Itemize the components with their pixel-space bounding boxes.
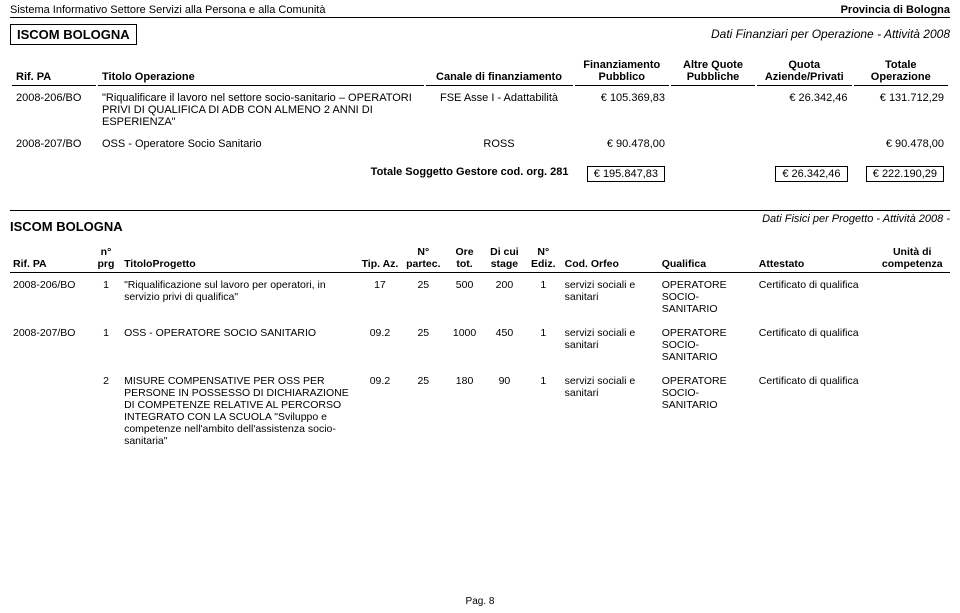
c2-npartec: N° partec. [402, 244, 446, 273]
cell-qualifica: OPERATORE SOCIO-SANITARIO [659, 273, 756, 322]
section2-title: Dati Fisici per Progetto - Attività 2008… [762, 213, 950, 234]
financial-table: Rif. PA Titolo Operazione Canale di fina… [10, 55, 950, 188]
cell-titolo: "Riqualificazione sul lavoro per operato… [121, 273, 358, 322]
cell-finpub: € 105.369,83 [575, 88, 670, 132]
cell-nprg: 1 [91, 273, 121, 322]
cell-altre [671, 88, 755, 132]
cell-cod: servizi sociali e sanitari [562, 273, 659, 322]
col-titolo: Titolo Operazione [98, 57, 424, 86]
cell-tipaz: 09.2 [358, 369, 401, 453]
cell-canale: ROSS [426, 134, 573, 154]
c2-dicui: Di cui stage [484, 244, 525, 273]
c2-oretot: Ore tot. [445, 244, 484, 273]
c2-rif: Rif. PA [10, 244, 91, 273]
cell-qualifica: OPERATORE SOCIO-SANITARIO [659, 369, 756, 453]
cell-oretot: 500 [445, 273, 484, 322]
c2-nediz: N° Ediz. [525, 244, 562, 273]
projects-table: Rif. PA n° prg TitoloProgetto Tip. Az. N… [10, 244, 950, 453]
cell-dicui: 200 [484, 273, 525, 322]
cell-oretot: 180 [445, 369, 484, 453]
cell-totale: € 131.712,29 [854, 88, 949, 132]
totals-finpub: € 195.847,83 [587, 166, 665, 182]
cell-titolo: MISURE COMPENSATIVE PER OSS PER PERSONE … [121, 369, 358, 453]
org-name-2: ISCOM BOLOGNA [10, 219, 123, 234]
cell-dicui: 450 [484, 321, 525, 369]
org-name: ISCOM BOLOGNA [10, 24, 137, 45]
table-row: 2008-207/BOOSS - Operatore Socio Sanitar… [12, 134, 948, 154]
col-rif: Rif. PA [12, 57, 96, 86]
cell-rif: 2008-206/BO [12, 88, 96, 132]
cell-nprg: 1 [91, 321, 121, 369]
cell-unita [874, 369, 950, 453]
cell-finpub: € 90.478,00 [575, 134, 670, 154]
table-row: 2008-206/BO"Riqualificare il lavoro nel … [12, 88, 948, 132]
cell-nediz: 1 [525, 273, 562, 322]
cell-totale: € 90.478,00 [854, 134, 949, 154]
header-left: Sistema Informativo Settore Servizi alla… [10, 4, 325, 16]
section1-title: Dati Finanziari per Operazione - Attivit… [10, 27, 950, 41]
cell-nprg: 2 [91, 369, 121, 453]
cell-quota [757, 134, 852, 154]
cell-unita [874, 273, 950, 322]
cell-attestato: Certificato di qualifica [756, 273, 875, 322]
totals-totale: € 222.190,29 [866, 166, 944, 182]
table-row: 2008-207/BO1OSS - OPERATORE SOCIO SANITA… [10, 321, 950, 369]
cell-altre [671, 134, 755, 154]
cell-npartec: 25 [402, 321, 446, 369]
cell-rif: 2008-207/BO [10, 321, 91, 369]
col-finpub: Finanziamento Pubblico [575, 57, 670, 86]
c2-attestato: Attestato [756, 244, 875, 273]
c2-qualifica: Qualifica [659, 244, 756, 273]
c2-titolo: TitoloProgetto [121, 244, 358, 273]
c2-cod: Cod. Orfeo [562, 244, 659, 273]
col-canale: Canale di finanziamento [426, 57, 573, 86]
cell-quota: € 26.342,46 [757, 88, 852, 132]
cell-rif: 2008-207/BO [12, 134, 96, 154]
table-row: 2MISURE COMPENSATIVE PER OSS PER PERSONE… [10, 369, 950, 453]
cell-nediz: 1 [525, 369, 562, 453]
cell-npartec: 25 [402, 273, 446, 322]
cell-attestato: Certificato di qualifica [756, 321, 875, 369]
cell-qualifica: OPERATORE SOCIO-SANITARIO [659, 321, 756, 369]
cell-unita [874, 321, 950, 369]
cell-npartec: 25 [402, 369, 446, 453]
cell-rif [10, 369, 91, 453]
c2-unita: Unità di competenza [874, 244, 950, 273]
page-footer: Pag. 8 [0, 596, 960, 607]
cell-titolo: "Riqualificare il lavoro nel settore soc… [98, 88, 424, 132]
cell-nediz: 1 [525, 321, 562, 369]
c2-tipaz: Tip. Az. [358, 244, 401, 273]
col-altre: Altre Quote Pubbliche [671, 57, 755, 86]
col-quota: Quota Aziende/Privati [757, 57, 852, 86]
cell-canale: FSE Asse I - Adattabilità [426, 88, 573, 132]
cell-titolo: OSS - OPERATORE SOCIO SANITARIO [121, 321, 358, 369]
col-totale: Totale Operazione [854, 57, 949, 86]
cell-tipaz: 09.2 [358, 321, 401, 369]
cell-cod: servizi sociali e sanitari [562, 369, 659, 453]
c2-nprg: n° prg [91, 244, 121, 273]
cell-rif: 2008-206/BO [10, 273, 91, 322]
totals-quota: € 26.342,46 [775, 166, 847, 182]
header-right: Provincia di Bologna [841, 4, 950, 16]
cell-titolo: OSS - Operatore Socio Sanitario [98, 134, 424, 154]
cell-dicui: 90 [484, 369, 525, 453]
totals-label: Totale Soggetto Gestore cod. org. 281 [12, 156, 573, 186]
cell-attestato: Certificato di qualifica [756, 369, 875, 453]
cell-tipaz: 17 [358, 273, 401, 322]
cell-oretot: 1000 [445, 321, 484, 369]
cell-cod: servizi sociali e sanitari [562, 321, 659, 369]
table-row: 2008-206/BO1"Riqualificazione sul lavoro… [10, 273, 950, 322]
